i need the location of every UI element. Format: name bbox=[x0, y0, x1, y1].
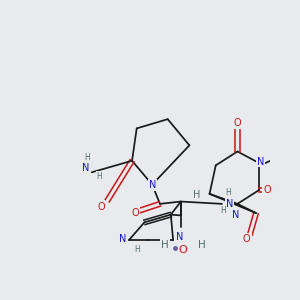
Text: N: N bbox=[232, 210, 240, 220]
Text: H: H bbox=[161, 240, 169, 250]
Text: O: O bbox=[263, 185, 271, 195]
Text: N: N bbox=[226, 199, 233, 209]
Text: N: N bbox=[119, 233, 126, 244]
Text: O: O bbox=[243, 233, 250, 244]
Text: H: H bbox=[225, 188, 231, 197]
Text: O: O bbox=[97, 202, 105, 212]
Text: H: H bbox=[193, 190, 200, 200]
Text: H: H bbox=[97, 172, 102, 181]
Text: H: H bbox=[220, 206, 226, 214]
Text: O: O bbox=[234, 118, 241, 128]
Text: N: N bbox=[82, 164, 89, 173]
Text: O: O bbox=[179, 245, 188, 255]
Text: N: N bbox=[257, 157, 264, 166]
Text: N: N bbox=[176, 232, 183, 242]
Text: O: O bbox=[131, 208, 139, 218]
Text: H: H bbox=[84, 153, 90, 162]
Text: H: H bbox=[198, 240, 206, 250]
Text: N: N bbox=[148, 180, 156, 190]
Text: H: H bbox=[134, 245, 140, 254]
